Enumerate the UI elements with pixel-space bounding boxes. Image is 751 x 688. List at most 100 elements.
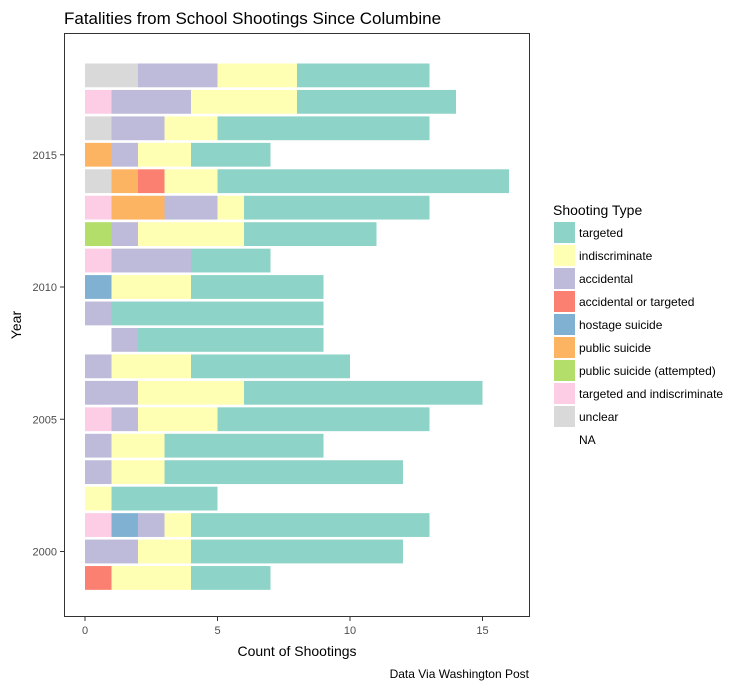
bar-segment <box>297 89 456 114</box>
bar-segment <box>111 169 138 194</box>
bar-segment <box>164 460 403 485</box>
legend-label: accidental or targeted <box>579 295 694 309</box>
legend-swatch <box>554 245 575 266</box>
bar-segment <box>191 513 430 537</box>
bar-segment <box>111 566 191 590</box>
legend-swatch <box>554 406 575 427</box>
bar-segment <box>111 433 165 458</box>
bar-segment <box>85 169 112 194</box>
legend-label: public suicide (attempted) <box>579 364 716 378</box>
bar-segment <box>111 222 138 246</box>
x-tick-label: 15 <box>476 625 488 637</box>
bar-segment <box>85 275 112 299</box>
legend-label: indiscriminate <box>579 249 653 263</box>
bar-segment <box>164 116 218 141</box>
bar-segment <box>217 195 244 220</box>
bar-segment <box>191 248 271 273</box>
bar-segment <box>191 539 403 564</box>
bar-segment <box>244 380 483 405</box>
bar-segment <box>138 513 165 537</box>
bar-segment <box>191 89 297 114</box>
x-axis-title: Count of Shootings <box>237 643 356 659</box>
legend-label: accidental <box>579 272 633 286</box>
y-tick-label: 2010 <box>33 282 57 294</box>
y-tick-label: 2015 <box>33 150 57 162</box>
bar-segment <box>111 248 191 273</box>
bars-layer <box>85 63 509 590</box>
bar-segment <box>138 222 244 246</box>
bar-segment <box>85 486 112 511</box>
bar-segment <box>138 63 218 88</box>
bar-segment <box>85 513 112 537</box>
bar-segment <box>111 407 138 432</box>
bar-segment <box>244 222 377 246</box>
bar-segment <box>138 142 191 167</box>
bar-segment <box>85 116 112 141</box>
legend-label: targeted <box>579 226 623 240</box>
y-axis: 2000 2005 2010 2015 <box>33 150 64 559</box>
bar-segment <box>217 407 430 432</box>
bar-segment <box>85 142 112 167</box>
chart-title: Fatalities from School Shootings Since C… <box>64 9 441 28</box>
bar-segment <box>164 513 191 537</box>
bar-segment <box>138 539 191 564</box>
bar-segment <box>138 328 324 352</box>
bar-segment <box>138 407 218 432</box>
bar-segment <box>111 328 138 352</box>
bar-segment <box>85 354 112 379</box>
legend-swatch <box>554 337 575 358</box>
bar-segment <box>85 380 138 405</box>
bar-segment <box>85 460 112 485</box>
caption: Data Via Washington Post <box>390 667 530 681</box>
bar-segment <box>111 513 138 537</box>
x-axis: 0 5 10 15 <box>82 617 489 637</box>
bar-segment <box>111 142 138 167</box>
y-axis-title: Year <box>8 311 24 340</box>
legend: Shooting Type targeted indiscriminate acci… <box>553 202 723 447</box>
bar-segment <box>164 169 218 194</box>
legend-swatch <box>554 314 575 335</box>
bar-segment <box>85 566 112 590</box>
bar-segment <box>111 195 165 220</box>
bar-segment <box>164 433 324 458</box>
bar-segment <box>85 222 112 246</box>
bar-segment <box>191 142 271 167</box>
bar-segment <box>111 354 191 379</box>
bar-segment <box>111 301 324 326</box>
bar-segment <box>111 486 218 511</box>
legend-label: public suicide <box>579 341 651 355</box>
x-tick-label: 5 <box>214 625 220 637</box>
bar-segment <box>138 380 244 405</box>
legend-swatch <box>554 360 575 381</box>
bar-segment <box>297 63 430 88</box>
bar-segment <box>111 275 191 299</box>
legend-swatch <box>554 268 575 289</box>
bar-segment <box>111 89 191 114</box>
bar-segment <box>85 433 112 458</box>
legend-swatch <box>554 222 575 243</box>
x-tick-label: 0 <box>82 625 88 637</box>
legend-label: targeted and indiscriminate <box>579 387 723 401</box>
bar-segment <box>85 89 112 114</box>
bar-segment <box>138 169 165 194</box>
bar-segment <box>244 195 430 220</box>
bar-segment <box>164 195 218 220</box>
legend-label: hostage suicide <box>579 318 663 332</box>
legend-swatch <box>554 291 575 312</box>
bar-segment <box>217 169 509 194</box>
bar-segment <box>111 460 165 485</box>
bar-segment <box>85 407 112 432</box>
bar-segment <box>85 63 138 88</box>
bar-segment <box>217 116 430 141</box>
legend-label: unclear <box>579 410 618 424</box>
bar-segment <box>85 248 112 273</box>
bar-segment <box>191 566 271 590</box>
bar-segment <box>191 354 350 379</box>
bar-segment <box>85 539 138 564</box>
bar-segment <box>191 275 324 299</box>
bar-segment <box>85 195 112 220</box>
bar-segment <box>85 301 112 326</box>
legend-label: NA <box>579 433 596 447</box>
x-tick-label: 10 <box>344 625 356 637</box>
